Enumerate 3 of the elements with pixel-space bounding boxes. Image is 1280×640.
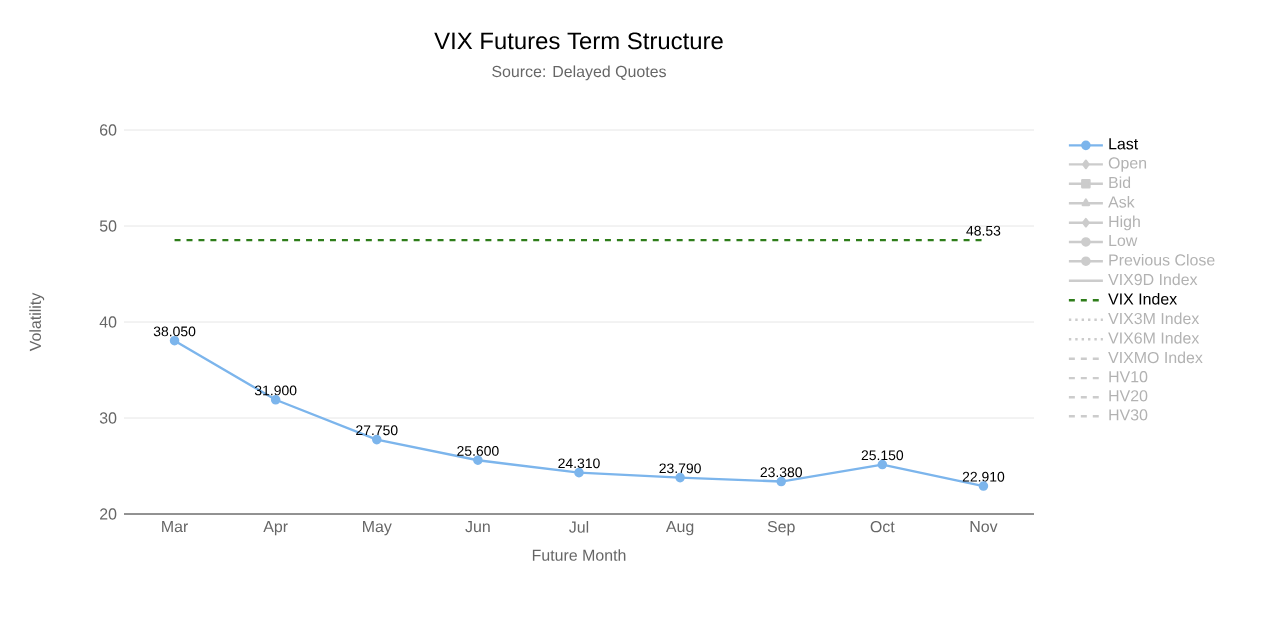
- point: [978, 481, 989, 491]
- chart-title: VIX Futures Term Structure: [434, 32, 723, 50]
- point: [473, 455, 483, 466]
